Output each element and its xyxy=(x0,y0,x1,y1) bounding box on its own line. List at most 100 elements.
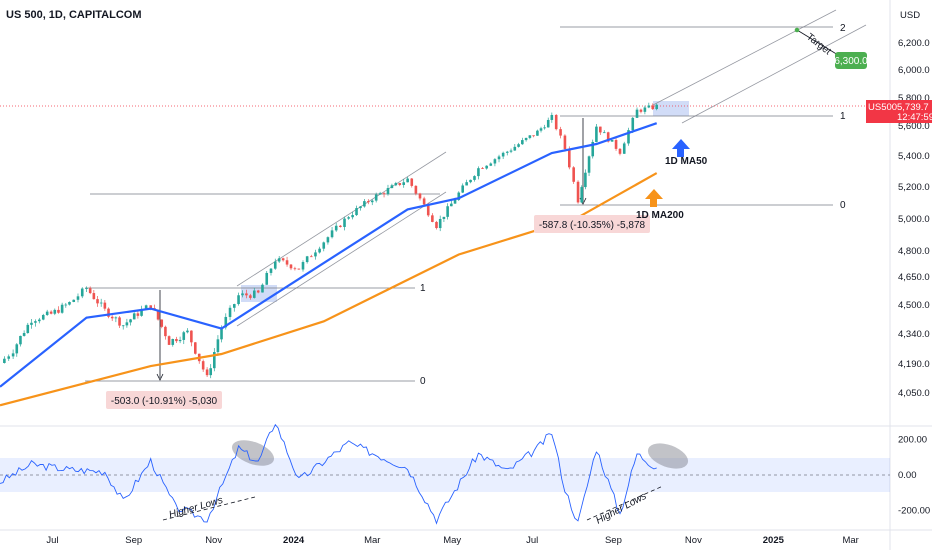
candle-body xyxy=(550,114,554,120)
candle-body xyxy=(465,182,468,186)
candle-body xyxy=(297,268,301,270)
chart-title: US 500, 1D, CAPITALCOM xyxy=(6,9,142,21)
candle-body xyxy=(618,148,622,154)
candle-body xyxy=(532,135,535,137)
price-tick-label: 4,050.0 xyxy=(898,388,930,399)
candle-body xyxy=(339,225,342,227)
candle-body xyxy=(129,319,132,323)
candle-body xyxy=(182,332,186,340)
time-tick-label: Jul xyxy=(46,535,58,546)
price-tick-label: 4,500.0 xyxy=(898,300,930,311)
candle-body xyxy=(363,201,366,207)
candle-body xyxy=(580,187,584,203)
candle-body xyxy=(136,313,140,316)
candle-body xyxy=(273,261,277,269)
time-tick-label: Nov xyxy=(205,535,222,546)
candle-body xyxy=(469,179,472,183)
candle-body xyxy=(314,252,317,257)
candle-body xyxy=(584,172,587,188)
candle-body xyxy=(149,305,153,309)
candle-body xyxy=(568,149,571,168)
candle-body xyxy=(57,309,60,313)
candle-body xyxy=(156,309,160,320)
fib-label-0-right: 0 xyxy=(840,200,846,211)
candle-body xyxy=(232,304,236,308)
candle-body xyxy=(587,156,591,173)
candle-body xyxy=(265,272,269,285)
candle-body xyxy=(72,299,76,302)
candle-body xyxy=(539,128,543,131)
rsi-pane[interactable] xyxy=(0,426,890,530)
candle-body xyxy=(216,339,220,353)
candle-body xyxy=(85,288,88,290)
price-tick-label: 6,200.0 xyxy=(898,38,930,49)
last-price-value: 5,739.7 xyxy=(897,102,929,113)
ma200-arrow-icon xyxy=(645,189,663,207)
candle-body xyxy=(477,168,480,177)
candle-body xyxy=(426,204,430,216)
candle-body xyxy=(34,321,37,323)
currency-label[interactable]: USD xyxy=(900,10,920,21)
candle-body xyxy=(186,330,189,333)
candle-body xyxy=(546,119,550,128)
price-axis[interactable]: 6,200.0 6,000.0 5,800.0 5,600.0 5,400.0 5,200… xyxy=(898,38,930,399)
countdown: 12:47:59 xyxy=(897,112,932,123)
candle-body xyxy=(277,258,281,262)
candle-body xyxy=(167,336,171,345)
candle-body xyxy=(450,203,453,207)
candle-body xyxy=(651,105,655,110)
candle-body xyxy=(107,308,110,317)
candle-body xyxy=(7,356,11,359)
candle-body xyxy=(110,316,114,319)
price-tick-label: 5,600.0 xyxy=(898,121,930,132)
candle-body xyxy=(606,132,610,142)
candle-body xyxy=(435,221,438,229)
candle-body xyxy=(563,135,567,150)
ma50-label: 1D MA50 xyxy=(665,156,708,167)
rsi-axis[interactable]: 200.00 0.00 -200.00 xyxy=(898,434,930,516)
candle-body xyxy=(386,188,390,195)
channel-lines[interactable] xyxy=(236,9,867,327)
candle-body xyxy=(164,326,167,337)
candle-body xyxy=(22,333,26,336)
candle-body xyxy=(213,352,216,369)
drop-label-1: -503.0 (-10.91%) -5,030 xyxy=(111,396,218,407)
candle-body xyxy=(205,369,209,376)
candle-body xyxy=(96,299,99,304)
candle-body xyxy=(144,305,148,310)
candle-body xyxy=(442,216,446,219)
candle-body xyxy=(602,132,606,134)
time-axis[interactable]: Jul Sep Nov 2024 Mar May Jul Sep Nov 2025 Mar xyxy=(46,535,859,546)
candle-body xyxy=(171,339,175,345)
candle-body xyxy=(26,324,30,334)
candle-body xyxy=(485,165,488,169)
price-tick-label: 5,200.0 xyxy=(898,182,930,193)
candle-body xyxy=(489,163,493,166)
main-pane[interactable] xyxy=(0,0,890,426)
rsi-line[interactable] xyxy=(0,423,657,525)
candle-body xyxy=(521,140,524,145)
candle-body xyxy=(175,339,178,342)
last-price-badge xyxy=(866,100,932,123)
candle-body xyxy=(418,193,422,199)
candle-body xyxy=(99,302,103,304)
rsi-ellipse-1 xyxy=(231,440,275,466)
candle-body xyxy=(599,126,602,133)
ma50-line[interactable] xyxy=(0,122,658,388)
candle-body xyxy=(60,304,64,313)
higher-lows-line-1[interactable] xyxy=(162,496,256,521)
price-tick-label: 5,400.0 xyxy=(898,151,930,162)
price-tick-label: 5,800.0 xyxy=(898,93,930,104)
fib-lines[interactable] xyxy=(0,26,890,382)
candle-body xyxy=(394,183,398,186)
candle-body xyxy=(635,109,639,118)
candle-body xyxy=(49,311,53,314)
price-tick-label: 5,000.0 xyxy=(898,214,930,225)
candle-body xyxy=(406,178,409,183)
candle-body xyxy=(125,322,129,326)
candle-body xyxy=(285,260,289,265)
candle-body xyxy=(378,193,382,195)
candle-body xyxy=(524,137,528,141)
candle-body xyxy=(76,296,80,300)
